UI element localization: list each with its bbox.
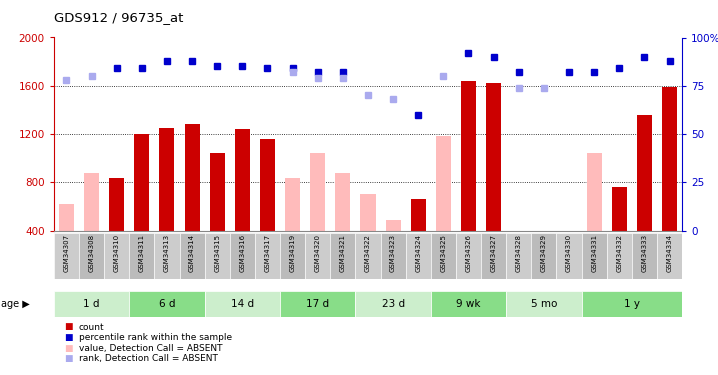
Bar [280,232,305,279]
Bar [84,172,99,231]
Text: age ▶: age ▶ [1,299,30,309]
Bar [386,220,401,231]
Bar [587,153,602,231]
Text: value, Detection Call = ABSENT: value, Detection Call = ABSENT [79,344,223,352]
Bar [360,194,376,231]
Bar [406,232,431,279]
Text: GSM34329: GSM34329 [541,234,547,272]
Text: GSM34308: GSM34308 [88,234,95,272]
Text: 5 mo: 5 mo [531,299,557,309]
Bar [134,134,149,231]
Bar [355,291,431,317]
Bar [431,291,506,317]
Text: GSM34326: GSM34326 [465,234,472,272]
Text: GSM34333: GSM34333 [641,234,648,272]
Bar [129,232,154,279]
Bar [205,232,230,279]
Bar [381,232,406,279]
Text: 9 wk: 9 wk [456,299,481,309]
Bar [582,291,682,317]
Bar [79,232,104,279]
Text: GSM34320: GSM34320 [314,234,321,272]
Bar [335,172,350,231]
Text: GSM34314: GSM34314 [189,234,195,272]
Text: rank, Detection Call = ABSENT: rank, Detection Call = ABSENT [79,354,218,363]
Bar [506,291,582,317]
Bar [411,199,426,231]
Bar [159,128,174,231]
Text: GDS912 / 96735_at: GDS912 / 96735_at [54,11,183,24]
Text: GSM34310: GSM34310 [113,234,120,272]
Bar [607,232,632,279]
Text: GSM34311: GSM34311 [139,234,145,272]
Text: ■: ■ [65,333,73,342]
Text: GSM34313: GSM34313 [164,234,170,272]
Text: GSM34334: GSM34334 [666,234,673,272]
Text: count: count [79,322,105,332]
Text: 6 d: 6 d [159,299,175,309]
Bar [310,153,325,231]
Bar [436,136,451,231]
Bar [506,232,531,279]
Text: GSM34321: GSM34321 [340,234,346,272]
Bar [285,177,300,231]
Bar [109,177,124,231]
Bar [582,232,607,279]
Bar [330,232,355,279]
Text: percentile rank within the sample: percentile rank within the sample [79,333,232,342]
Text: GSM34317: GSM34317 [264,234,271,272]
Bar [280,291,355,317]
Bar [210,153,225,231]
Text: 1 d: 1 d [83,299,100,309]
Bar [235,129,250,231]
Bar [481,232,506,279]
Text: ■: ■ [65,354,73,363]
Text: GSM34307: GSM34307 [63,234,70,272]
Bar [556,232,582,279]
Bar [637,115,652,231]
Text: GSM34325: GSM34325 [440,234,447,272]
Bar [612,187,627,231]
Bar [59,204,74,231]
Bar [185,124,200,231]
Bar [104,232,129,279]
Text: ■: ■ [65,344,73,352]
Bar [205,291,280,317]
Bar [662,87,677,231]
Bar [54,232,79,279]
Text: GSM34315: GSM34315 [214,234,220,272]
Bar [355,232,381,279]
Text: ■: ■ [65,322,73,332]
Text: GSM34323: GSM34323 [390,234,396,272]
Bar [305,232,330,279]
Text: GSM34319: GSM34319 [289,234,296,272]
Text: GSM34328: GSM34328 [516,234,522,272]
Bar [180,232,205,279]
Text: 1 y: 1 y [624,299,640,309]
Text: GSM34330: GSM34330 [566,234,572,272]
Bar [255,232,280,279]
Text: GSM34322: GSM34322 [365,234,371,272]
Bar [456,232,481,279]
Bar [129,291,205,317]
Text: GSM34316: GSM34316 [239,234,246,272]
Bar [486,83,501,231]
Bar [657,232,682,279]
Text: 17 d: 17 d [306,299,330,309]
Bar [531,232,556,279]
Bar [431,232,456,279]
Text: GSM34331: GSM34331 [591,234,597,272]
Bar [154,232,180,279]
Bar [54,291,129,317]
Text: GSM34327: GSM34327 [490,234,497,272]
Text: 14 d: 14 d [230,299,254,309]
Text: GSM34324: GSM34324 [415,234,421,272]
Text: GSM34332: GSM34332 [616,234,623,272]
Text: 23 d: 23 d [381,299,405,309]
Bar [632,232,657,279]
Bar [461,81,476,231]
Bar [230,232,255,279]
Bar [260,139,275,231]
